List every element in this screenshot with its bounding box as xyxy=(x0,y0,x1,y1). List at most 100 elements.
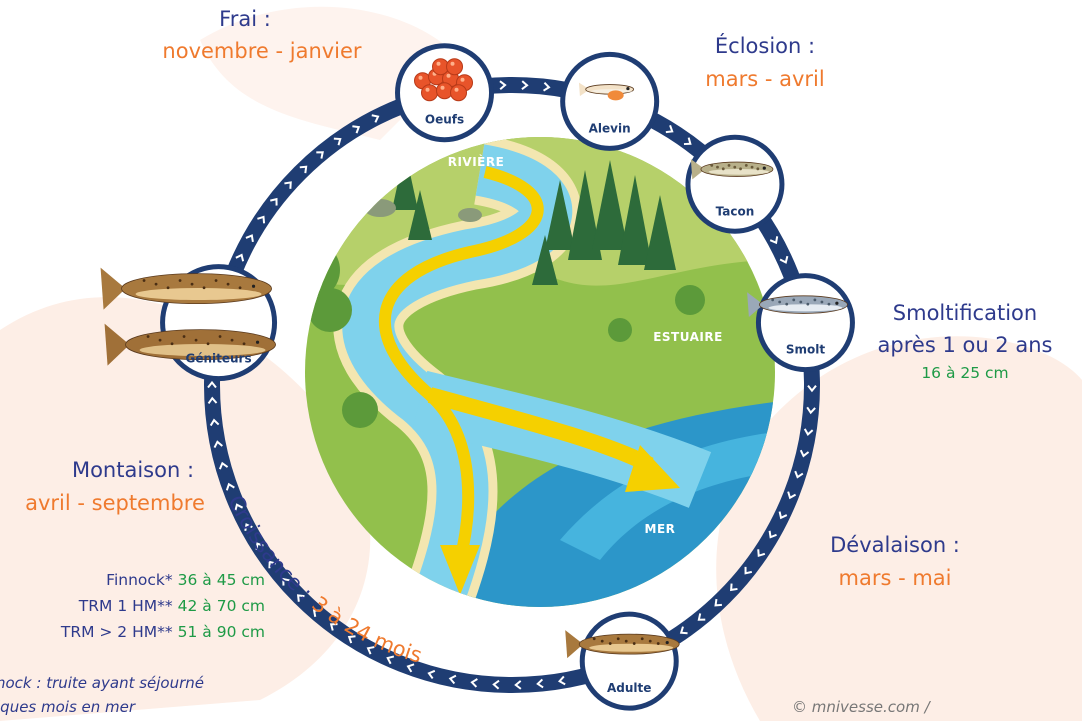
fish-spot xyxy=(155,283,158,286)
fish-spot xyxy=(813,298,816,301)
fish-spot xyxy=(183,335,186,338)
fish-spot xyxy=(171,342,174,345)
fish-spot xyxy=(219,335,222,338)
phase-period: novembre - janvier xyxy=(162,39,362,63)
phase-title: Dévalaison : xyxy=(830,533,960,557)
stage-label: Smolt xyxy=(786,343,826,357)
fish-spot xyxy=(243,342,246,345)
egg xyxy=(451,85,467,101)
fish-spot xyxy=(710,164,713,167)
egg-shine xyxy=(437,62,441,66)
fish-spot xyxy=(147,335,150,338)
fish-spot xyxy=(792,298,795,301)
egg xyxy=(447,59,463,75)
map-label: MER xyxy=(645,522,676,536)
map-label: RIVIÈRE xyxy=(448,154,505,169)
stage-label: Tacon xyxy=(716,204,755,218)
footnote: lques mois en mer xyxy=(0,698,136,716)
fish-belly xyxy=(768,304,842,311)
fish-spot xyxy=(633,642,636,645)
size-line: Finnock* 36 à 45 cm xyxy=(106,571,265,589)
size-label: Finnock* xyxy=(106,571,173,589)
fish-spot xyxy=(593,637,596,640)
fish-spot xyxy=(828,303,831,306)
fish-eye xyxy=(835,302,838,305)
fish-spot xyxy=(143,279,146,282)
fish-spot xyxy=(215,279,218,282)
stage-node: Tacon xyxy=(688,137,782,231)
fish-spot xyxy=(617,637,620,640)
fish-spot xyxy=(716,166,719,169)
fish-spot xyxy=(728,164,731,167)
size-label: TRM > 2 HM** xyxy=(60,623,173,641)
fish-eye xyxy=(626,87,629,90)
stage-node: Oeufs xyxy=(398,46,492,140)
fish-belly xyxy=(589,644,673,652)
size-range: 36 à 45 cm xyxy=(178,571,265,589)
fish-spot xyxy=(239,286,242,289)
fish-spot xyxy=(649,640,652,643)
fish-belly xyxy=(709,169,769,175)
fish-spot xyxy=(641,637,644,640)
fish-eye xyxy=(763,167,766,170)
size-range: 42 à 70 cm xyxy=(178,597,265,615)
credit: © mnivesse.com / xyxy=(792,698,932,716)
fish-spot xyxy=(771,298,774,301)
fish-eye xyxy=(256,341,259,344)
phase-period: avril - septembre xyxy=(25,491,205,515)
egg xyxy=(422,85,438,101)
fish-spot xyxy=(231,339,234,342)
fish-spot xyxy=(227,283,230,286)
fish-belly xyxy=(136,288,262,300)
stage-label: Géniteurs xyxy=(185,352,251,366)
fish-spot xyxy=(203,286,206,289)
fish-spot xyxy=(745,164,748,167)
fish-spot xyxy=(806,303,809,306)
landscape-part-part xyxy=(364,199,396,217)
stage-node: Alevin xyxy=(563,54,657,148)
fish-spot xyxy=(601,640,604,643)
fish-spot xyxy=(778,301,781,304)
fish-spot xyxy=(821,301,824,304)
egg-shine xyxy=(461,78,465,82)
fish-eye xyxy=(252,285,255,288)
fish-spot xyxy=(733,166,736,169)
stage-node: Adulte xyxy=(565,614,679,708)
landscape-part-part xyxy=(675,285,705,315)
size-line: TRM 1 HM**42 à 70 cm xyxy=(78,597,265,615)
egg-shine xyxy=(451,62,455,66)
phase-title: Frai : xyxy=(219,7,271,31)
egg-shine xyxy=(426,88,430,92)
phase-title: Smoltification xyxy=(893,301,1037,325)
fish-spot xyxy=(751,166,754,169)
fish-spot xyxy=(799,301,802,304)
size-line: TRM > 2 HM** 51 à 90 cm xyxy=(60,623,265,641)
egg-shine xyxy=(455,88,459,92)
size-range: 51 à 90 cm xyxy=(178,623,265,641)
landscape-part-part xyxy=(342,392,378,428)
egg xyxy=(437,83,453,99)
footnote: nock : truite ayant séjourné xyxy=(0,674,204,692)
fish-spot xyxy=(785,303,788,306)
phase-period: après 1 ou 2 ans xyxy=(878,333,1053,357)
egg-shine xyxy=(441,86,445,90)
fish-spot xyxy=(609,642,612,645)
fish-spot xyxy=(739,167,742,170)
fish-eye xyxy=(666,641,669,644)
life-cycle-diagram: Oeufs Alevin Tacon Smolt Adulte Géniteurs RIV… xyxy=(0,0,1082,721)
stage-label: Oeufs xyxy=(425,113,464,127)
fish-spot xyxy=(625,640,628,643)
phase-period: mars - mai xyxy=(839,566,952,590)
fish-spot xyxy=(195,339,198,342)
phase-title: Éclosion : xyxy=(715,33,815,58)
fish-spot xyxy=(179,279,182,282)
phase-size: 16 à 25 cm xyxy=(921,364,1008,382)
fish-spot xyxy=(756,167,759,170)
egg-shine xyxy=(447,74,451,78)
fish-spot xyxy=(167,286,170,289)
yolk-sac xyxy=(608,90,624,100)
landscape-part-part xyxy=(458,208,482,222)
map-label: ESTUAIRE xyxy=(653,330,723,344)
fish-spot xyxy=(191,283,194,286)
fish-spot xyxy=(159,339,162,342)
